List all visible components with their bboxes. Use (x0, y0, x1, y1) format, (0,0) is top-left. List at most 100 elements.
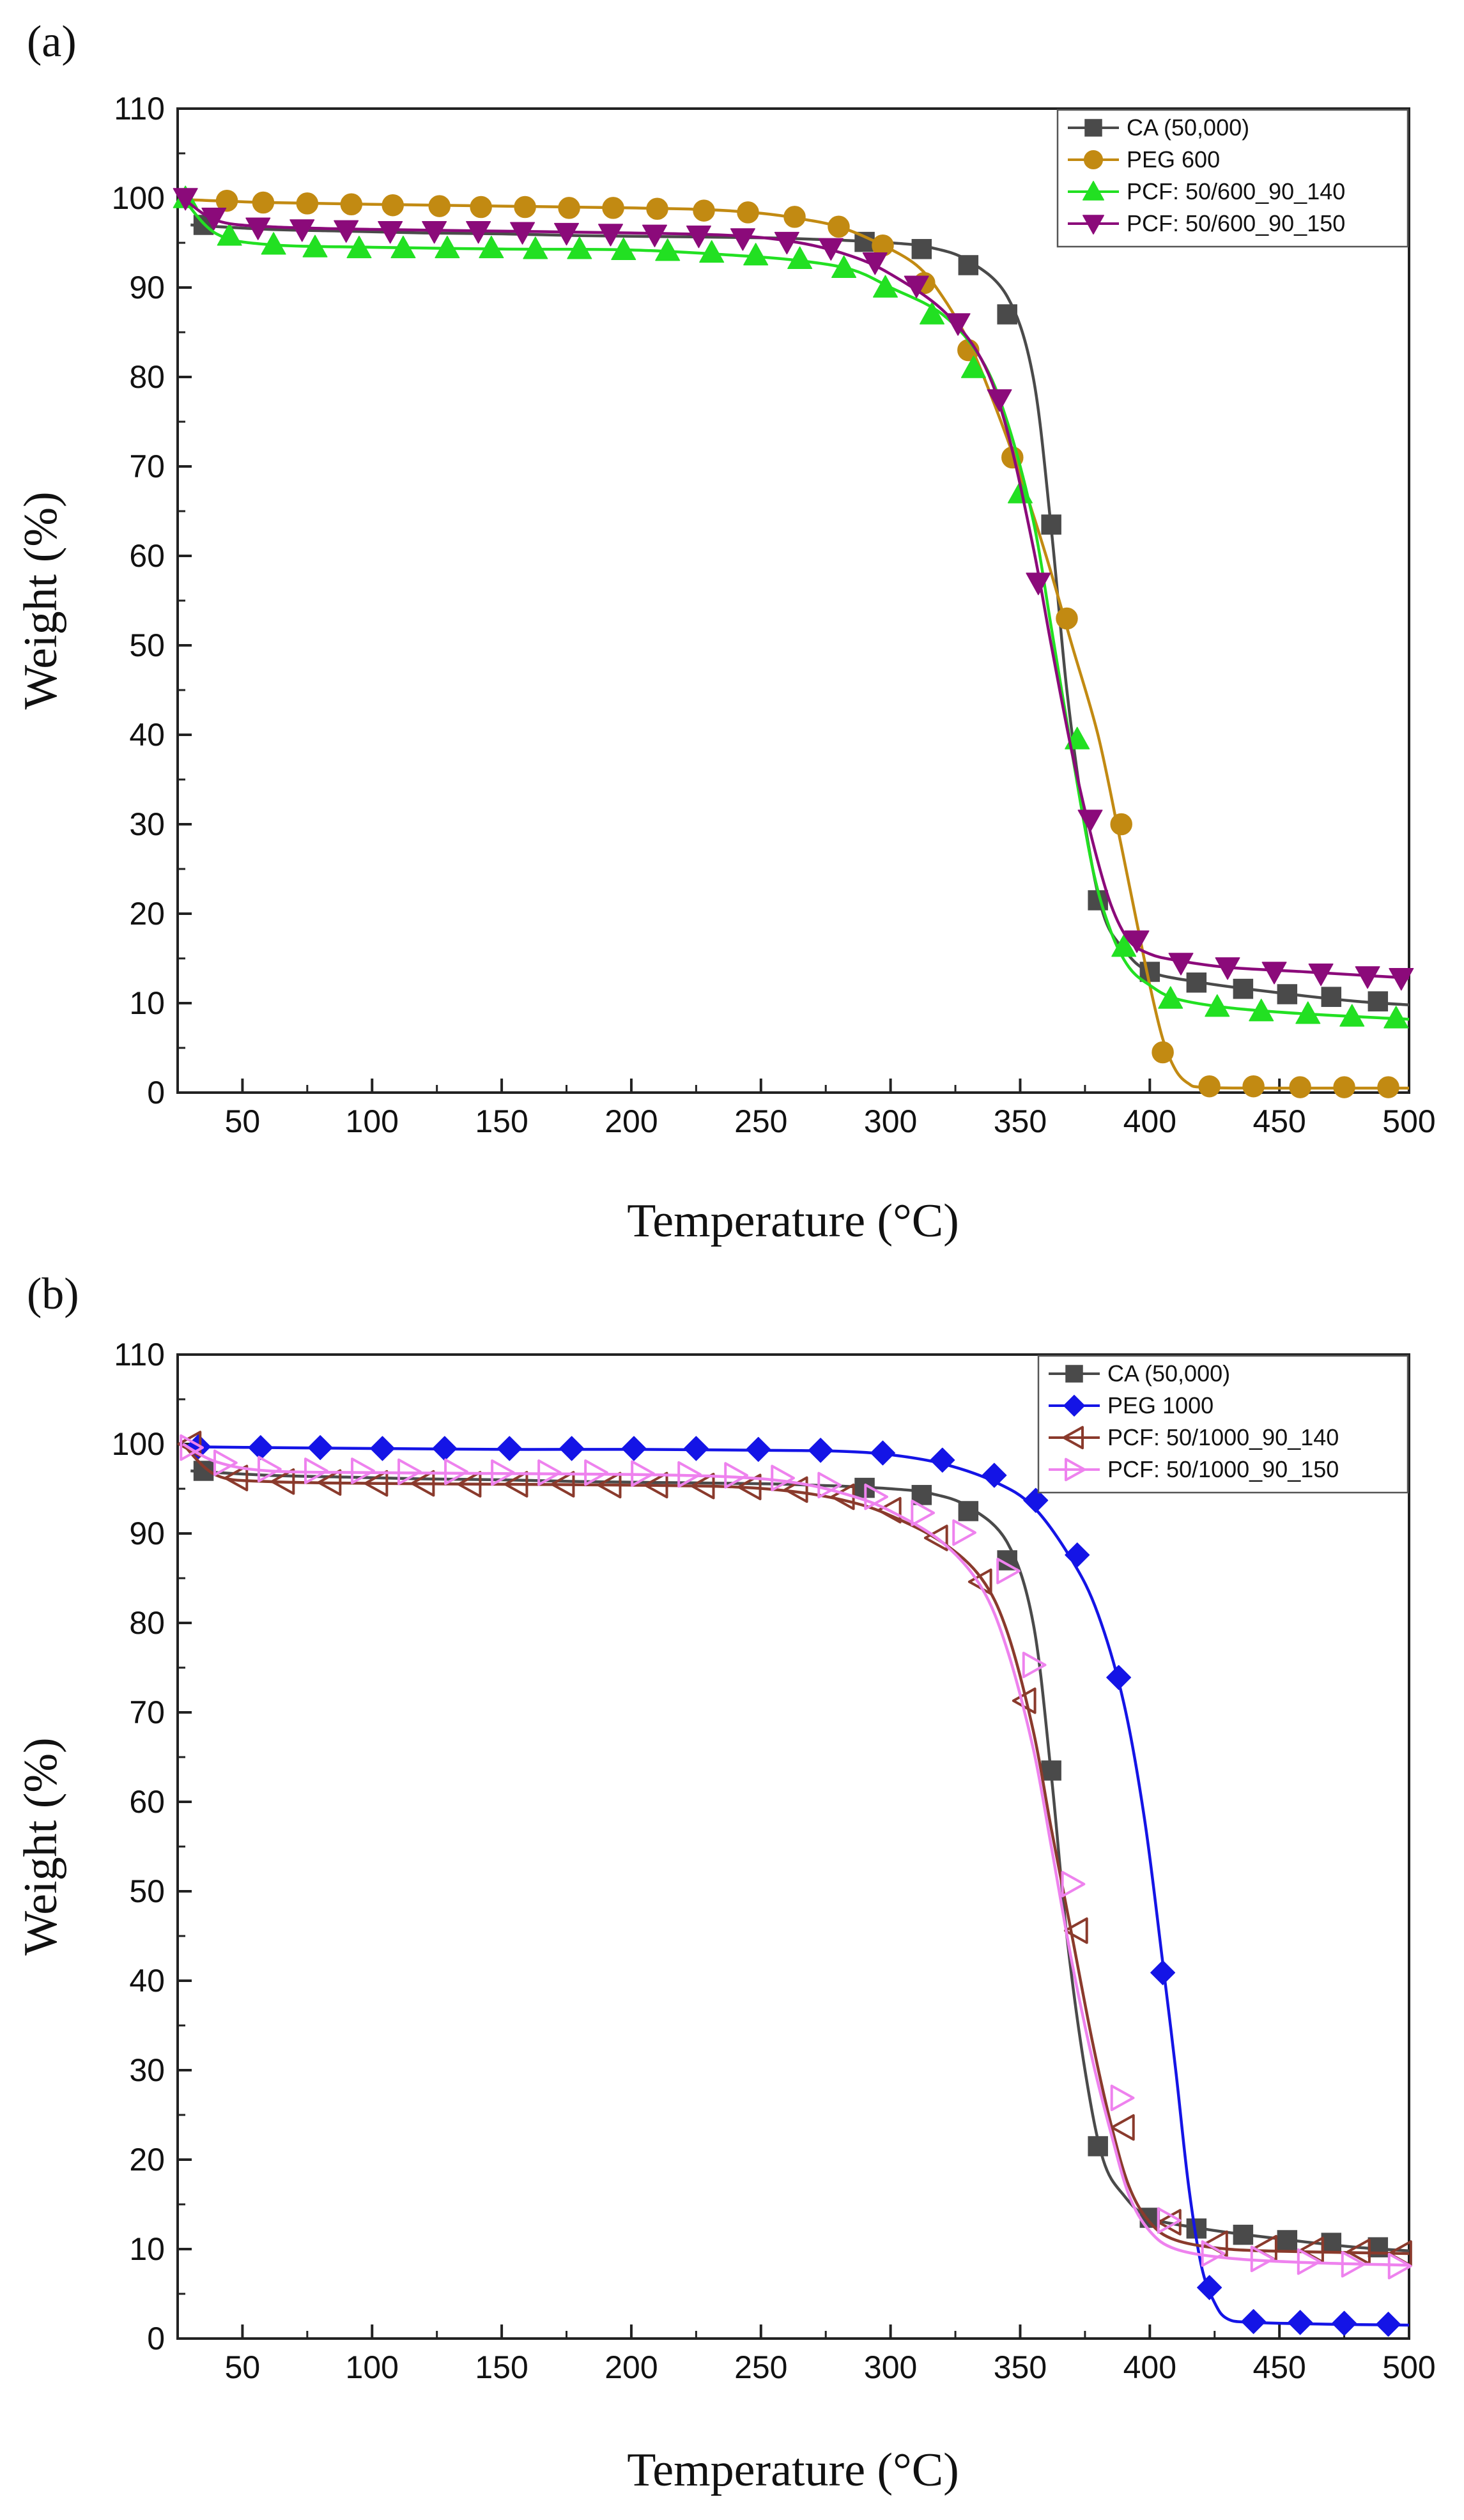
series-a-4 (173, 188, 1414, 991)
data-point (550, 1471, 575, 1498)
x-tick-label: 50 (225, 1103, 261, 1139)
data-point (457, 1471, 482, 1498)
series-layer-b (177, 1431, 1412, 2337)
x-tick-label: 150 (475, 2349, 528, 2385)
x-tick-label: 250 (734, 1103, 787, 1139)
data-point (621, 1436, 647, 1461)
data-point (1110, 2084, 1135, 2112)
y-axis-title-b: Weight (%) (15, 1737, 67, 1955)
y-tick-label: 50 (129, 1873, 165, 1909)
legend-marker (1083, 215, 1104, 234)
series-line (190, 223, 1410, 1007)
data-point (1026, 572, 1051, 595)
data-point (787, 246, 813, 269)
data-point (470, 196, 492, 219)
data-point (369, 1436, 395, 1461)
data-point (1205, 994, 1230, 1017)
series-b-3 (177, 1431, 1412, 2267)
data-point (432, 1436, 458, 1461)
data-point (690, 1473, 715, 1500)
series-layer-a (173, 185, 1414, 1098)
y-tick-label: 60 (129, 1784, 165, 1820)
data-point (1376, 2312, 1401, 2337)
legend-label: PCF: 50/1000_90_140 (1107, 1424, 1339, 1450)
data-point (818, 238, 844, 261)
data-point (497, 1436, 522, 1461)
series-a-3 (173, 185, 1410, 1029)
x-tick-label: 300 (864, 1103, 917, 1139)
data-point (699, 240, 725, 263)
data-point (289, 219, 315, 242)
y-tick-label: 40 (129, 717, 165, 753)
series-line (181, 197, 1410, 1021)
data-point (1152, 1041, 1174, 1064)
legend-marker (1084, 119, 1102, 137)
data-point (1389, 968, 1414, 991)
y-tick-label: 0 (147, 1075, 165, 1110)
y-tick-label: 70 (129, 1694, 165, 1730)
data-point (510, 222, 536, 245)
data-point (466, 221, 491, 244)
data-point (504, 1471, 528, 1498)
legend-label: PCF: 50/600_90_140 (1127, 178, 1345, 204)
data-point (1124, 930, 1150, 953)
data-point (1250, 2245, 1275, 2273)
chart-panel-b: (b) 0 10 20 30 40 50 60 70 80 90 100 110 50 100 150 20… (15, 1270, 1436, 2496)
chart-panel-a: (a) 0 10 20 30 40 50 60 70 80 90 100 110 50 100 150 20… (15, 17, 1436, 1247)
data-point (952, 1519, 976, 1546)
legend-marker (1083, 150, 1104, 170)
legend-label: PCF: 50/600_90_150 (1127, 210, 1345, 236)
data-point (960, 355, 986, 378)
data-point (1063, 1917, 1088, 1944)
data-point (1242, 1075, 1265, 1098)
x-tick-label: 400 (1123, 1103, 1176, 1139)
data-point (923, 1525, 948, 1551)
data-point (1061, 1871, 1086, 1898)
y-tick-label: 60 (129, 538, 165, 574)
data-point (1077, 810, 1103, 833)
data-point (307, 1435, 333, 1461)
data-point (410, 1470, 435, 1497)
y-axis-title-a: Weight (%) (15, 491, 67, 709)
data-point (1249, 999, 1274, 1022)
data-point (346, 235, 372, 259)
data-point (904, 275, 929, 298)
data-point (1346, 2238, 1371, 2265)
data-point (1041, 514, 1061, 535)
data-point (686, 226, 711, 249)
data-point (304, 1457, 328, 1484)
data-point (1355, 966, 1380, 989)
data-point (831, 255, 857, 278)
y-tick-label: 100 (112, 180, 165, 216)
data-point (213, 1449, 238, 1477)
data-point (693, 199, 715, 222)
x-axis-title-a: Temperature (°C) (627, 1195, 959, 1247)
data-point (224, 1464, 249, 1491)
data-point (911, 239, 932, 259)
data-point (248, 1435, 274, 1461)
data-point (1295, 1001, 1321, 1024)
data-point (351, 1457, 375, 1484)
legend-a: CA (50,000) PEG 600 PCF: 50/600_90_140 PCF:… (1056, 109, 1409, 248)
data-point (177, 1431, 202, 1457)
data-point (1110, 2114, 1135, 2141)
x-tick-label: 200 (605, 2349, 658, 2385)
data-point (479, 235, 504, 259)
legend-marker (1065, 1365, 1083, 1383)
data-point (870, 1440, 895, 1466)
data-point (602, 197, 624, 219)
data-point (1056, 607, 1078, 630)
data-point (334, 220, 359, 243)
data-point (1065, 1542, 1090, 1568)
data-point (1168, 953, 1194, 976)
data-point (1253, 2234, 1277, 2262)
data-point (523, 236, 548, 259)
data-point (1368, 991, 1389, 1011)
data-point (982, 1463, 1007, 1488)
x-tick-label: 400 (1123, 2349, 1176, 2385)
x-axis-a: 50 100 150 200 250 300 350 400 450 500 (225, 1079, 1436, 1139)
y-axis-a: 0 10 20 30 40 50 60 70 80 90 100 110 (112, 91, 192, 1110)
data-point (296, 192, 319, 215)
data-point (1158, 986, 1183, 1009)
y-tick-label: 50 (129, 627, 165, 663)
